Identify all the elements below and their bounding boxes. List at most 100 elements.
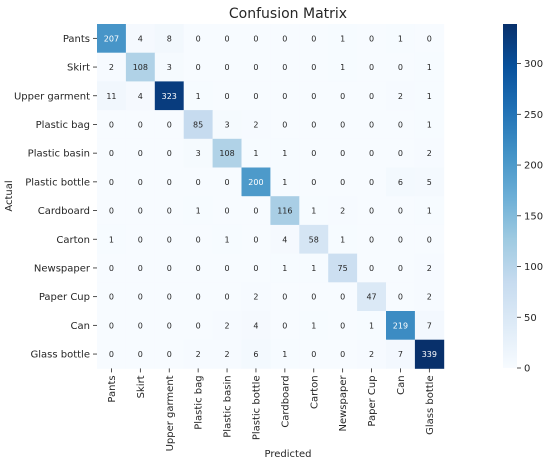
- cell-value-label: 0: [196, 293, 201, 302]
- cell-value-label: 1: [369, 321, 374, 330]
- cell-value-label: 0: [282, 34, 287, 43]
- heatmap-cell-plastic-bottle-glass-bottle: [414, 167, 445, 197]
- cell-value-label: 0: [369, 92, 374, 101]
- heatmap-cell-plastic-bag-pants: [97, 110, 127, 140]
- heatmap-cell-cardboard-cardboard: [270, 196, 300, 226]
- y-tick-label: Glass bottle: [31, 350, 91, 361]
- heatmap-cell-carton-plastic-bag: [183, 224, 213, 254]
- heatmap-cell-upper-garment-carton: [299, 81, 329, 111]
- heatmap-cell-skirt-plastic-basin: [212, 52, 242, 82]
- cell-value-label: 0: [369, 207, 374, 216]
- y-tick-label: Carton: [56, 235, 90, 246]
- y-tick-label: Plastic bag: [36, 120, 90, 131]
- heatmap-cell-upper-garment-pants: [97, 81, 127, 111]
- cell-value-label: 7: [398, 350, 403, 359]
- cell-value-label: 2: [369, 350, 374, 359]
- heatmap-cell-plastic-bottle-paper-cup: [357, 167, 387, 197]
- heatmap-cell-skirt-can: [386, 52, 416, 82]
- cell-value-label: 4: [253, 321, 258, 330]
- heatmap-cell-paper-cup-newspaper: [328, 282, 358, 312]
- cell-value-label: 85: [193, 120, 203, 129]
- cell-value-label: 2: [427, 293, 432, 302]
- heatmap-cell-carton-pants: [97, 224, 127, 254]
- cell-value-label: 2: [109, 63, 114, 72]
- cell-value-label: 0: [167, 120, 172, 129]
- colorbar-tick-label: 100: [524, 262, 543, 273]
- y-tick-label: Newspaper: [34, 263, 91, 274]
- cell-value-label: 0: [340, 178, 345, 187]
- cell-value-label: 0: [253, 92, 258, 101]
- cell-value-label: 0: [311, 92, 316, 101]
- heatmap-cell-can-glass-bottle: [414, 311, 445, 341]
- heatmap-cell-plastic-bottle-skirt: [125, 167, 156, 197]
- colorbar-tick-label: 50: [524, 313, 537, 324]
- cell-value-label: 7: [427, 321, 432, 330]
- cell-value-label: 108: [133, 63, 148, 72]
- cell-value-label: 0: [398, 235, 403, 244]
- colorbar: 0 50 100 150 200 250 300: [503, 24, 543, 375]
- heatmap-cell-pants-skirt: [125, 24, 156, 54]
- heatmap-cell-plastic-basin-glass-bottle: [414, 138, 445, 168]
- cell-value-label: 3: [196, 149, 201, 158]
- heatmap-cell-carton-upper-garment: [154, 224, 185, 254]
- cell-value-label: 0: [398, 149, 403, 158]
- x-tick-label: Skirt: [136, 375, 147, 398]
- heatmap-cell-cardboard-newspaper: [328, 196, 358, 226]
- heatmap-cell-carton-carton: [299, 224, 329, 254]
- heatmap-cell-glass-bottle-plastic-bag: [183, 339, 213, 369]
- heatmap-cell-plastic-bag-newspaper: [328, 110, 358, 140]
- heatmap-cell-cardboard-can: [386, 196, 416, 226]
- heatmap-cell-glass-bottle-newspaper: [328, 339, 358, 369]
- colorbar-ticks: 0 50 100 150 200 250 300: [517, 59, 543, 375]
- heatmap-cell-plastic-basin-plastic-basin: [212, 138, 242, 168]
- cell-value-label: 0: [225, 34, 230, 43]
- cell-value-label: 0: [138, 235, 143, 244]
- cell-value-label: 0: [253, 235, 258, 244]
- heatmap-cell-plastic-bag-carton: [299, 110, 329, 140]
- colorbar-gradient: [503, 24, 517, 368]
- cell-value-label: 0: [138, 120, 143, 129]
- heatmap-cell-paper-cup-upper-garment: [154, 282, 185, 312]
- heatmap-cell-can-upper-garment: [154, 311, 185, 341]
- heatmap-cell-plastic-bottle-plastic-bag: [183, 167, 213, 197]
- heatmap-cell-glass-bottle-skirt: [125, 339, 156, 369]
- cell-value-label: 0: [398, 293, 403, 302]
- heatmap-cell-glass-bottle-glass-bottle: [414, 339, 445, 369]
- cell-value-label: 0: [167, 293, 172, 302]
- cell-value-label: 0: [167, 235, 172, 244]
- cell-value-label: 11: [106, 92, 116, 101]
- x-tick-label: Can: [396, 375, 407, 394]
- cell-value-label: 0: [340, 149, 345, 158]
- cell-value-label: 1: [282, 178, 287, 187]
- colorbar-tick-label: 300: [524, 59, 543, 70]
- heatmap-cell-cardboard-paper-cup: [357, 196, 387, 226]
- x-tick-label: Newspaper: [338, 375, 349, 432]
- y-tick-label: Pants: [63, 34, 90, 45]
- cell-value-label: 108: [219, 149, 234, 158]
- heatmap-cell-upper-garment-paper-cup: [357, 81, 387, 111]
- cell-value-label: 1: [340, 34, 345, 43]
- heatmap-cell-can-newspaper: [328, 311, 358, 341]
- heatmap-cell-plastic-bag-paper-cup: [357, 110, 387, 140]
- cell-value-label: 0: [138, 178, 143, 187]
- heatmap-cell-paper-cup-plastic-bottle: [241, 282, 271, 312]
- heatmap-cell-pants-upper-garment: [154, 24, 185, 54]
- heatmap-cell-plastic-basin-skirt: [125, 138, 156, 168]
- heatmap-cell-newspaper-cardboard: [270, 253, 300, 283]
- cell-value-label: 0: [138, 264, 143, 273]
- cell-value-label: 0: [196, 178, 201, 187]
- heatmap-cell-carton-paper-cup: [357, 224, 387, 254]
- cell-value-label: 116: [277, 207, 292, 216]
- cell-value-label: 1: [282, 264, 287, 273]
- heatmap-cell-pants-glass-bottle: [414, 24, 445, 54]
- cell-value-label: 2: [225, 321, 230, 330]
- cell-value-label: 0: [369, 34, 374, 43]
- cell-value-label: 0: [398, 264, 403, 273]
- cell-value-label: 219: [393, 321, 408, 330]
- y-tick-label: Plastic bottle: [25, 177, 90, 188]
- heatmap-cell-newspaper-plastic-basin: [212, 253, 242, 283]
- heatmap-cell-paper-cup-carton: [299, 282, 329, 312]
- x-tick-label: Cardboard: [280, 375, 291, 427]
- cell-value-label: 0: [138, 350, 143, 359]
- heatmap-cell-paper-cup-plastic-bag: [183, 282, 213, 312]
